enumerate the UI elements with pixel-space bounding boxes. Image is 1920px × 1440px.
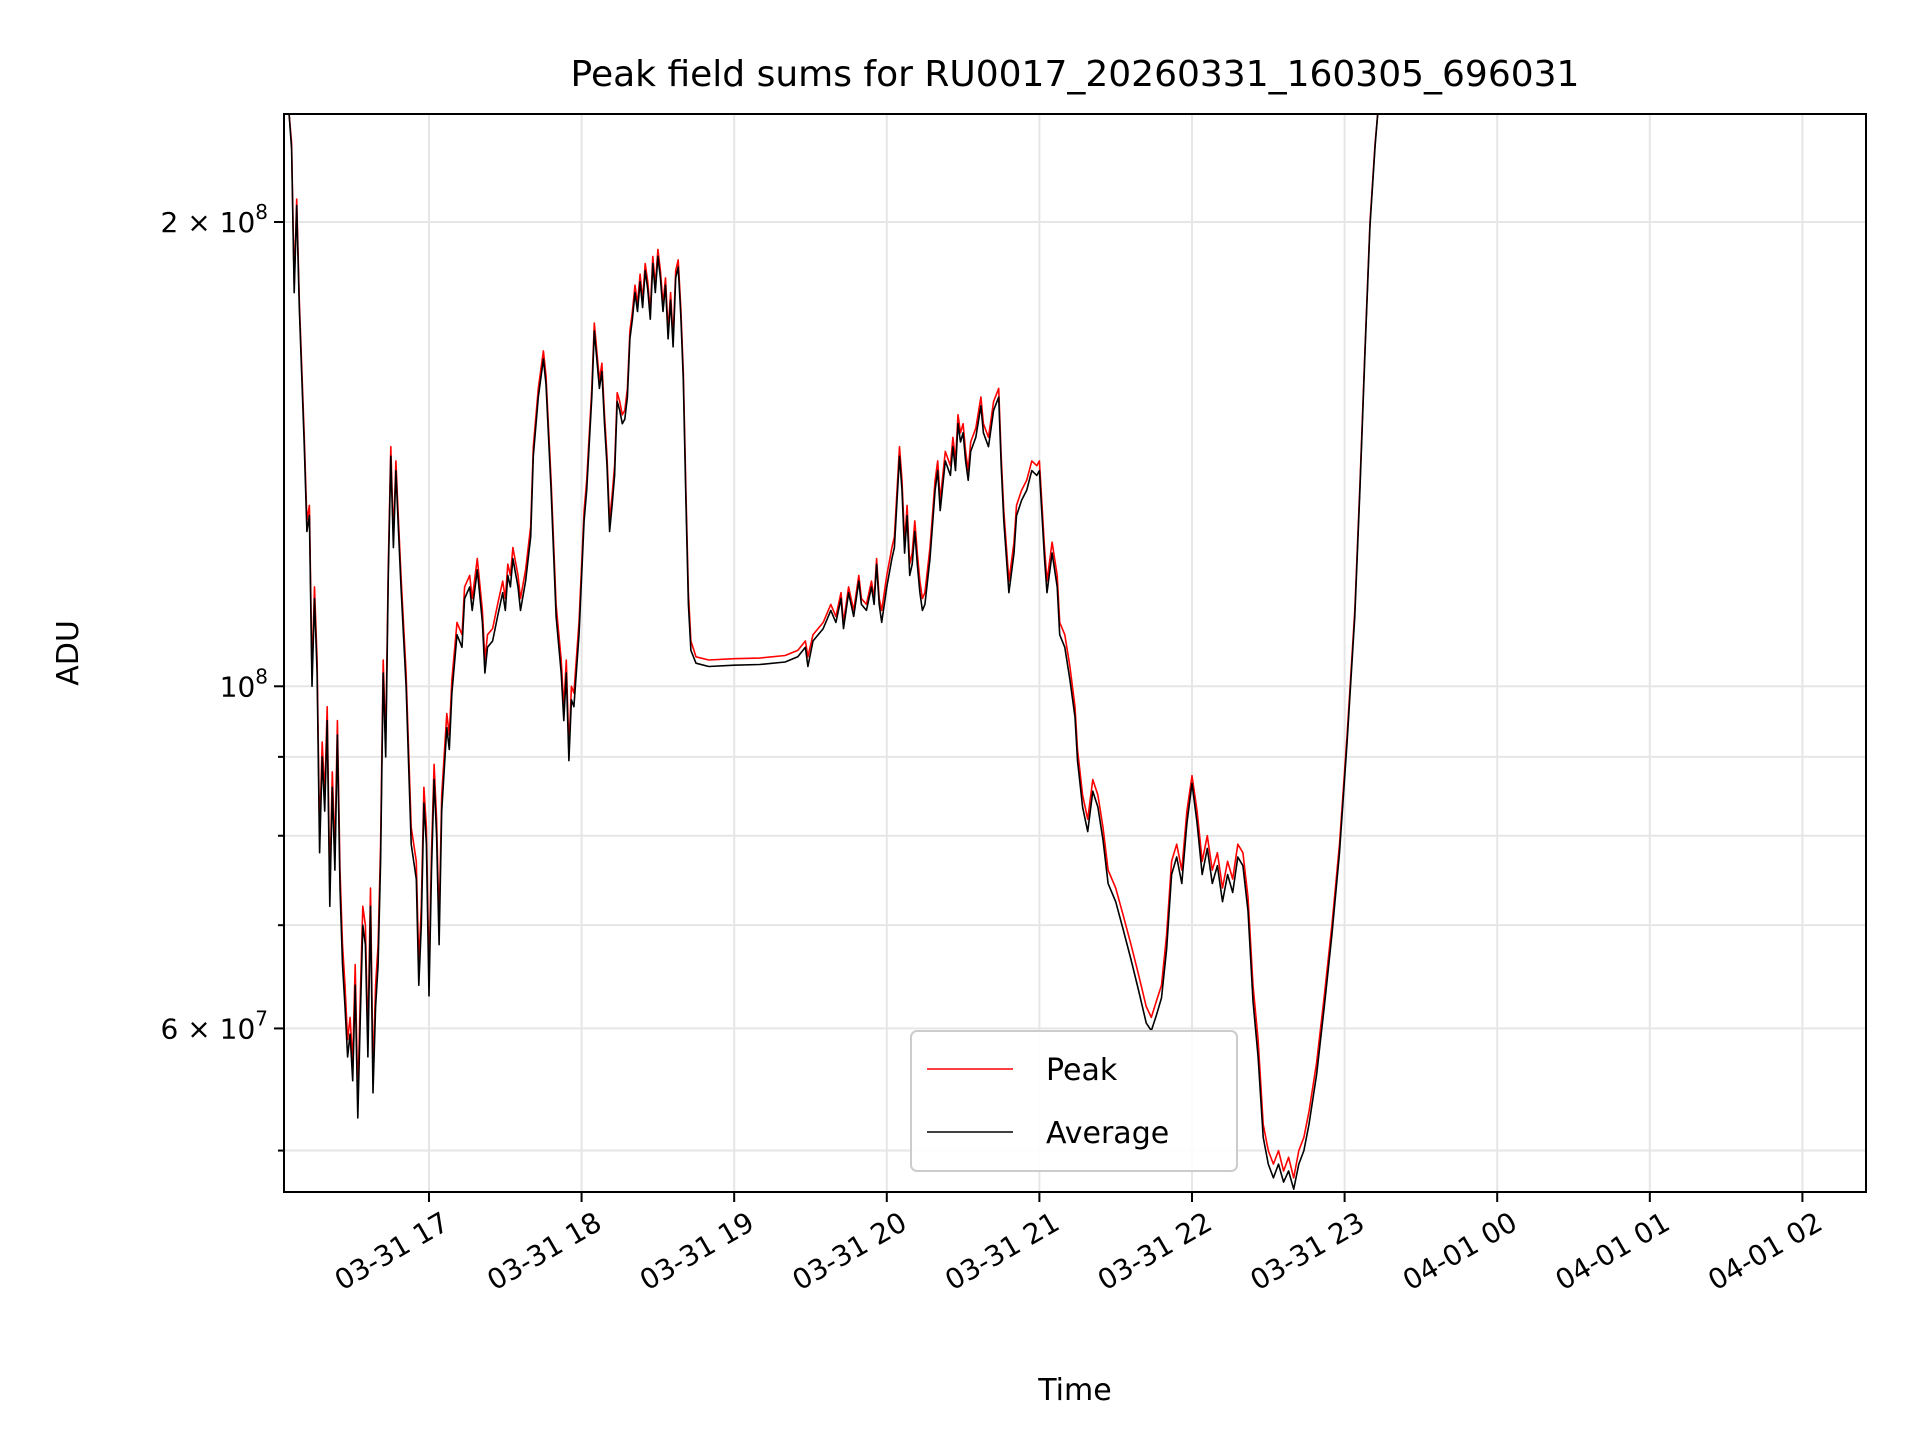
- series-line-average: [288, 113, 1379, 1190]
- y-axis-label: ADU: [51, 620, 86, 686]
- legend: Peak Average: [910, 1030, 1238, 1172]
- plot-area-frame: [283, 113, 1867, 1193]
- chart-title: Peak field sums for RU0017_20260331_1603…: [571, 54, 1580, 95]
- grid-lines: [284, 114, 1866, 1192]
- y-tick-label: 2 × 108: [161, 200, 268, 239]
- x-axis-label: Time: [1037, 1373, 1111, 1408]
- y-tick-label: 6 × 107: [161, 1006, 268, 1045]
- legend-peak-label: Peak: [1046, 1053, 1118, 1088]
- y-tick-label: 108: [220, 664, 268, 703]
- series-lines: [288, 113, 1379, 1190]
- legend-average-label: Average: [1046, 1116, 1169, 1151]
- legend-frame: [910, 1030, 1238, 1172]
